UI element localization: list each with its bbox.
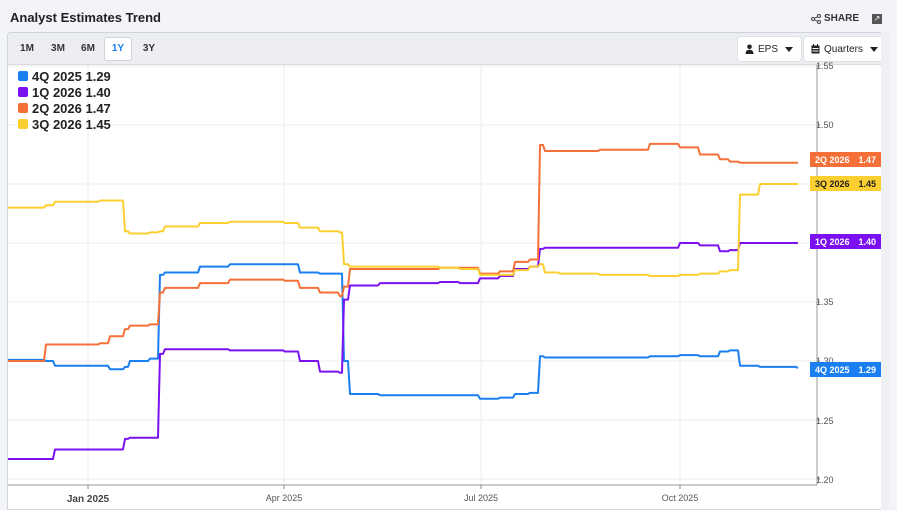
series-line-1q-2026[interactable] [8,242,798,460]
y-tick-label: 1.30 [816,356,834,366]
period-dropdown-label: Quarters [824,43,863,55]
y-tick-label: 1.25 [816,416,834,426]
price-tag-name: 3Q 2026 [815,178,850,189]
x-tick-label: Jul 2025 [463,493,499,503]
legend-swatch [18,87,28,97]
x-tick-label: Apr 2025 [265,493,303,503]
price-tag-value: 1.47 [858,154,876,165]
range-3y-button[interactable]: 3Y [142,43,156,54]
line-chart[interactable] [0,32,897,510]
price-tag-name: 2Q 2026 [815,154,850,165]
price-tag-value: 1.29 [858,364,876,375]
widget-header: Analyst Estimates Trend SHARE ↗ [0,0,897,34]
expand-icon: ↗ [873,14,881,23]
share-label: SHARE [824,13,860,24]
calendar-icon [811,44,820,54]
person-icon [745,44,754,54]
legend-label: 1Q 2026 1.40 [32,84,111,100]
legend-swatch [18,119,28,129]
legend-item-4q-2025[interactable]: 4Q 2025 1.29 [18,68,111,84]
legend-item-3q-2026[interactable]: 3Q 2026 1.45 [18,116,111,132]
legend-label: 4Q 2025 1.29 [32,68,111,84]
legend-swatch [18,103,28,113]
widget-title: Analyst Estimates Trend [10,10,161,25]
range-1m-button[interactable]: 1M [20,43,34,54]
price-tag-value: 1.40 [858,236,876,247]
price-tag-1q-2026: 1Q 2026 1.40 [810,234,881,249]
series-line-3q-2026[interactable] [8,183,798,278]
y-tick-label: 1.50 [816,120,834,130]
chart-toolbar: 1M 3M 6M 1Y 3Y EPS Quarters [8,33,888,65]
scrollbar-track[interactable] [881,32,889,510]
series-line-4q-2025[interactable] [8,263,799,400]
price-tag-4q-2025: 4Q 2025 1.29 [810,362,881,377]
x-tick-label: Jan 2025 [66,494,110,505]
series-line-2q-2026[interactable] [8,142,798,362]
expand-button[interactable]: ↗ [872,14,882,24]
share-icon [811,13,821,24]
metric-dropdown[interactable]: EPS [737,36,803,62]
y-tick-label: 1.55 [816,61,834,71]
legend-label: 2Q 2026 1.47 [32,100,111,116]
y-tick-label: 1.35 [816,297,834,307]
chart-legend: 4Q 2025 1.29 1Q 2026 1.40 2Q 2026 1.47 3… [18,68,111,132]
axis-line [8,65,818,486]
legend-swatch [18,71,28,81]
range-6m-button[interactable]: 6M [81,43,95,54]
metric-dropdown-label: EPS [758,43,779,55]
legend-item-1q-2026[interactable]: 1Q 2026 1.40 [18,84,111,100]
period-dropdown[interactable]: Quarters [803,36,887,62]
price-tag-3q-2026: 3Q 2026 1.45 [810,176,881,191]
chevron-down-icon [785,46,794,52]
price-tag-name: 1Q 2026 [815,236,850,247]
legend-label: 3Q 2026 1.45 [32,116,111,132]
price-tag-name: 4Q 2025 [815,364,850,375]
price-tag-2q-2026: 2Q 2026 1.47 [810,152,881,167]
chart-panel: 1M 3M 6M 1Y 3Y EPS Quarters [7,32,889,510]
range-3m-button[interactable]: 3M [51,43,65,54]
chevron-down-icon [869,46,878,52]
x-tick-label: Oct 2025 [661,493,699,503]
range-1y-button[interactable]: 1Y [104,37,132,61]
y-tick-label: 1.20 [816,475,834,485]
price-tag-value: 1.45 [858,178,876,189]
legend-item-2q-2026[interactable]: 2Q 2026 1.47 [18,100,111,116]
share-button[interactable]: SHARE [811,13,859,24]
